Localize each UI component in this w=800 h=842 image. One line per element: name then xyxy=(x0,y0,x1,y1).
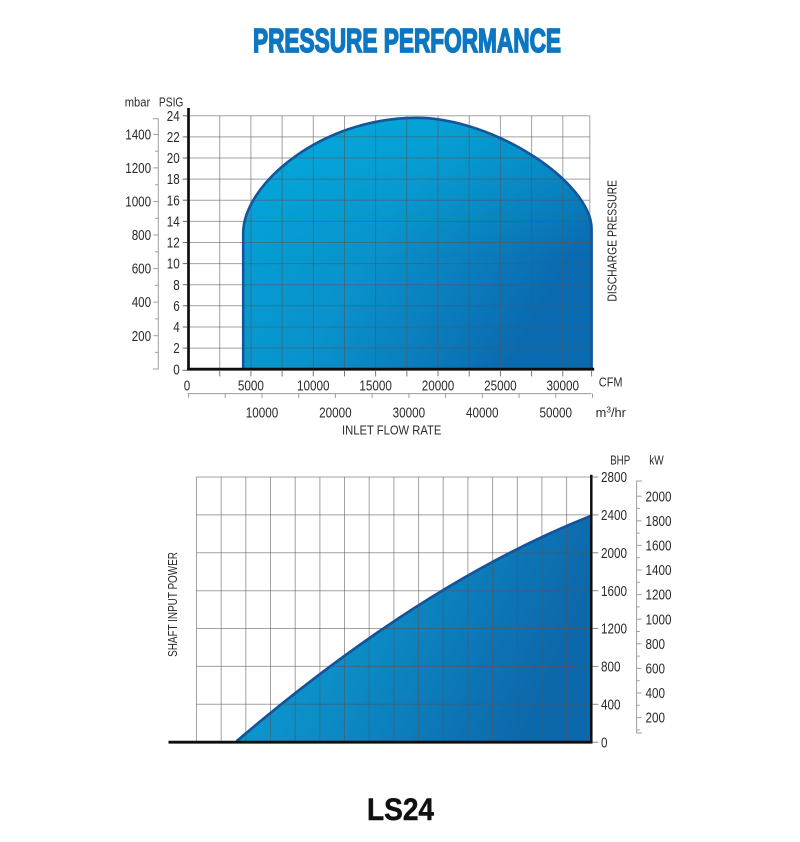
svg-text:DISCHARGE PRESSURE: DISCHARGE PRESSURE xyxy=(605,180,620,302)
svg-text:1400: 1400 xyxy=(646,563,672,579)
svg-text:16: 16 xyxy=(167,193,180,209)
svg-text:10000: 10000 xyxy=(297,379,330,395)
svg-text:1600: 1600 xyxy=(646,539,672,555)
svg-text:1800: 1800 xyxy=(646,514,672,530)
svg-text:20000: 20000 xyxy=(422,379,455,395)
svg-text:INLET FLOW RATE: INLET FLOW RATE xyxy=(342,423,441,438)
svg-text:1600: 1600 xyxy=(601,584,627,600)
svg-text:400: 400 xyxy=(601,697,621,713)
svg-text:BHP: BHP xyxy=(610,452,630,467)
svg-text:2400: 2400 xyxy=(601,508,627,524)
svg-text:1200: 1200 xyxy=(601,622,627,638)
svg-text:mbar: mbar xyxy=(125,94,151,109)
svg-text:m3/hr: m3/hr xyxy=(596,405,627,421)
svg-text:2000: 2000 xyxy=(601,546,627,562)
svg-text:6: 6 xyxy=(173,299,180,315)
svg-text:400: 400 xyxy=(132,295,152,311)
svg-text:CFM: CFM xyxy=(599,375,623,390)
svg-text:0: 0 xyxy=(173,362,180,378)
svg-text:22: 22 xyxy=(167,130,180,146)
svg-text:600: 600 xyxy=(132,262,152,278)
svg-text:40000: 40000 xyxy=(466,405,499,421)
svg-text:30000: 30000 xyxy=(547,379,580,395)
svg-text:1000: 1000 xyxy=(646,612,672,628)
svg-text:14: 14 xyxy=(167,215,180,231)
svg-text:PRESSURE PERFORMANCE: PRESSURE PERFORMANCE xyxy=(253,23,561,60)
svg-text:2800: 2800 xyxy=(601,470,627,486)
svg-text:24: 24 xyxy=(167,109,180,125)
svg-text:15000: 15000 xyxy=(359,379,392,395)
svg-text:200: 200 xyxy=(646,711,666,727)
svg-text:PSIG: PSIG xyxy=(159,94,184,109)
svg-text:25000: 25000 xyxy=(484,379,517,395)
svg-text:4: 4 xyxy=(173,320,180,336)
svg-text:2: 2 xyxy=(173,341,180,357)
svg-text:50000: 50000 xyxy=(540,405,573,421)
svg-text:20: 20 xyxy=(167,151,180,167)
svg-text:800: 800 xyxy=(601,660,621,676)
svg-text:800: 800 xyxy=(132,228,152,244)
svg-text:2000: 2000 xyxy=(646,489,672,505)
svg-text:8: 8 xyxy=(173,278,180,294)
svg-text:10: 10 xyxy=(167,257,180,273)
svg-text:kW: kW xyxy=(649,452,664,467)
svg-text:18: 18 xyxy=(167,172,180,188)
svg-text:1200: 1200 xyxy=(125,161,151,177)
svg-text:30000: 30000 xyxy=(393,405,426,421)
svg-text:SHAFT INPUT POWER: SHAFT INPUT POWER xyxy=(165,552,180,657)
svg-text:1000: 1000 xyxy=(125,195,151,211)
svg-text:1200: 1200 xyxy=(646,588,672,604)
svg-text:1400: 1400 xyxy=(125,128,151,144)
svg-text:0: 0 xyxy=(184,379,191,395)
svg-text:20000: 20000 xyxy=(319,405,352,421)
svg-text:LS24: LS24 xyxy=(367,791,434,827)
svg-text:200: 200 xyxy=(132,329,152,345)
svg-text:600: 600 xyxy=(646,662,666,678)
svg-text:5000: 5000 xyxy=(238,379,264,395)
svg-text:400: 400 xyxy=(646,686,666,702)
svg-text:0: 0 xyxy=(601,735,608,751)
svg-text:800: 800 xyxy=(646,637,666,653)
svg-text:12: 12 xyxy=(167,236,180,252)
svg-text:10000: 10000 xyxy=(246,405,279,421)
